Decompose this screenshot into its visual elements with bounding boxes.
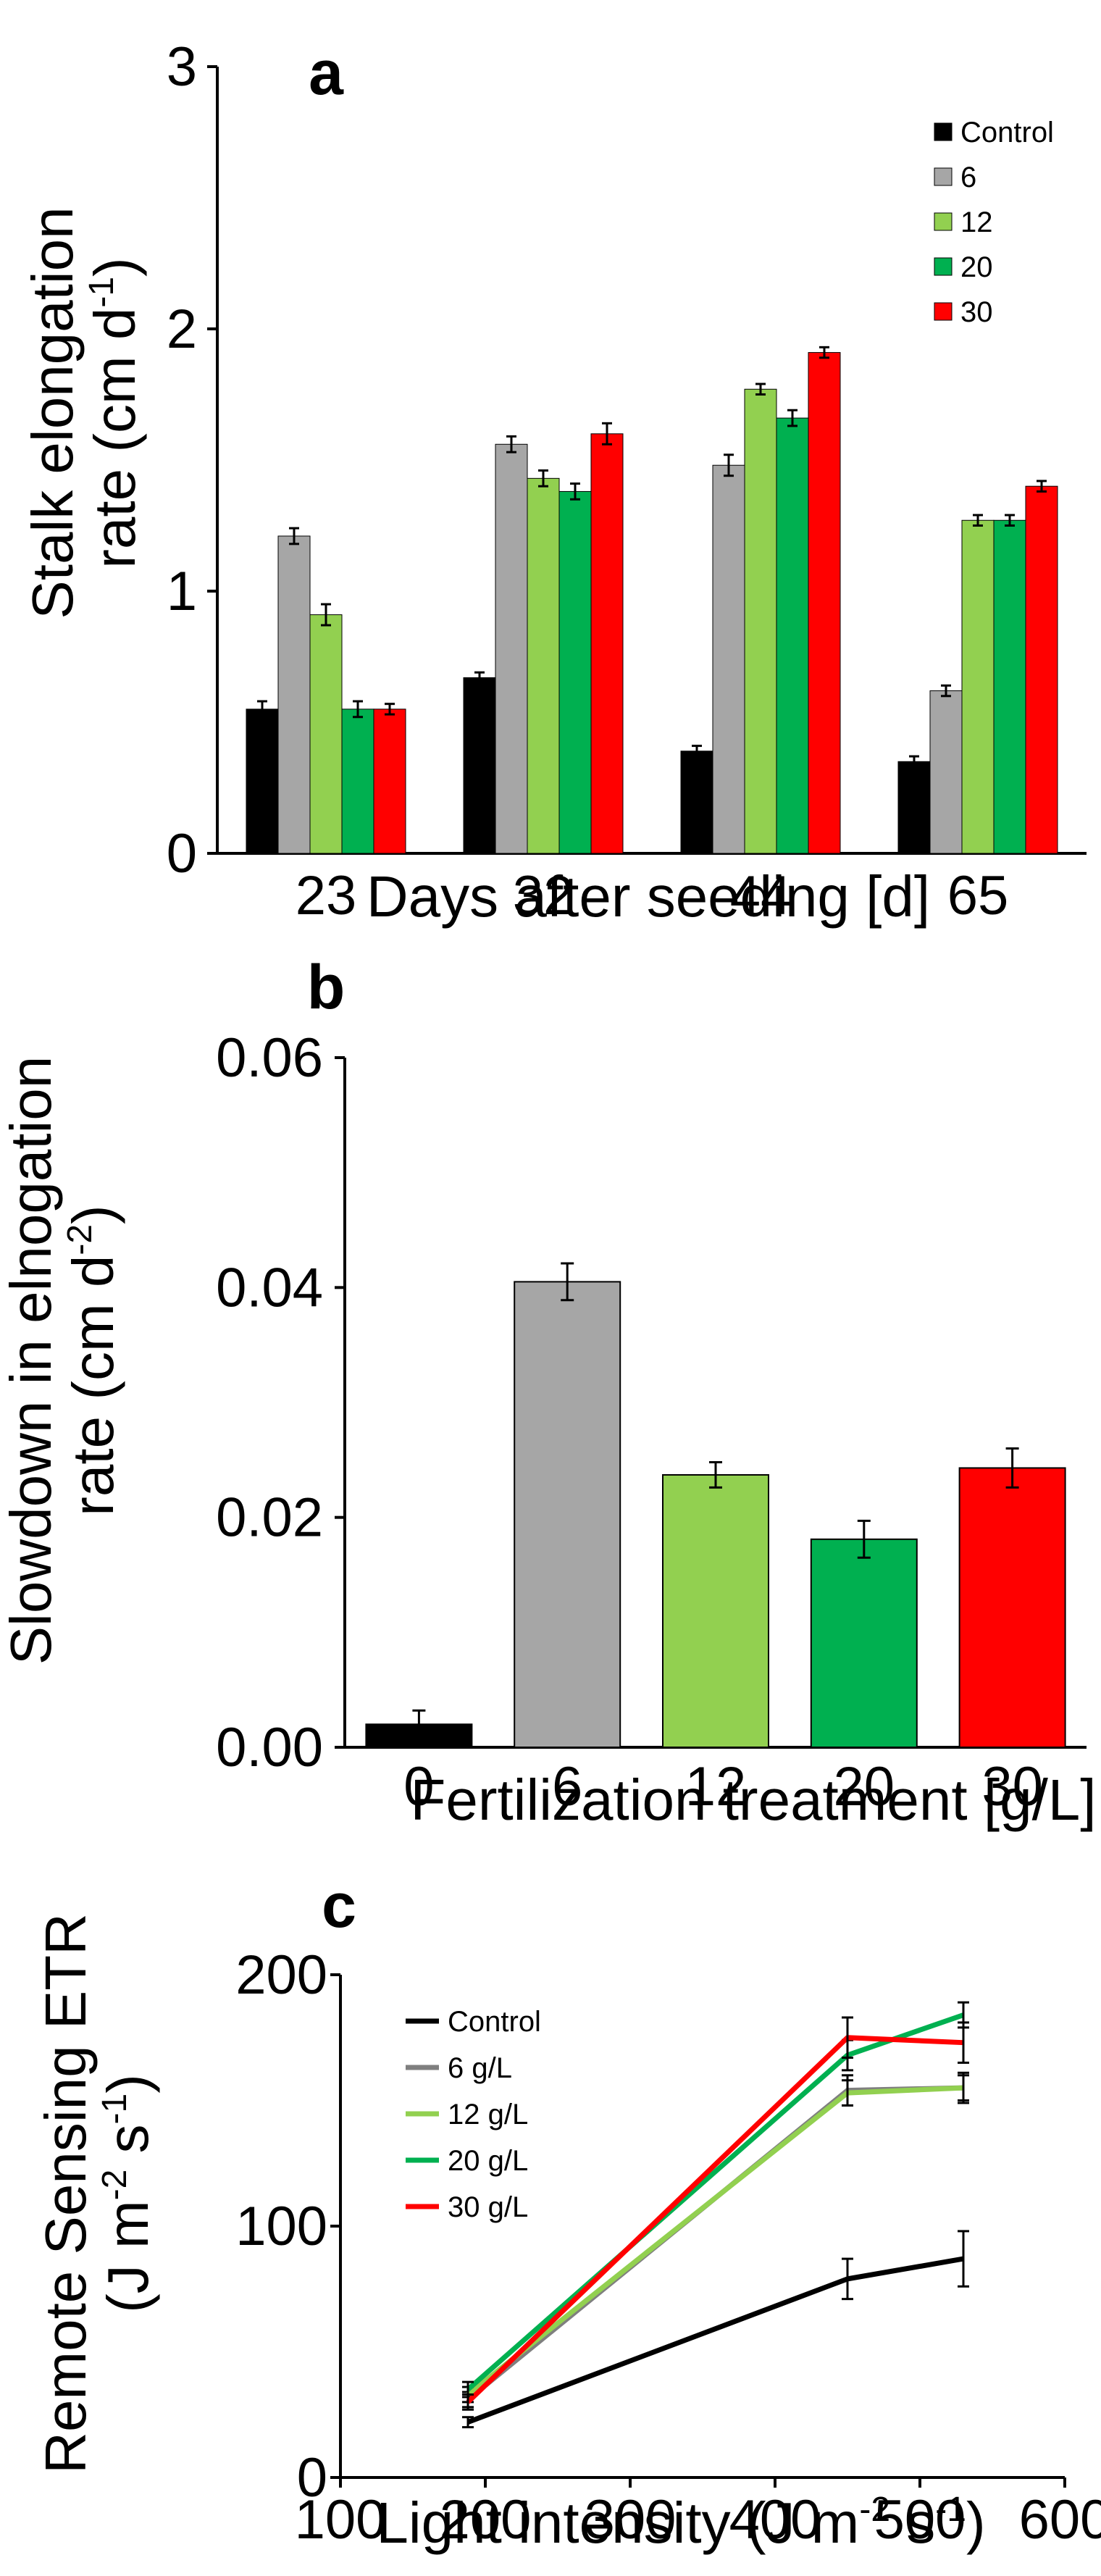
panel-c-plot: [330, 1973, 1066, 2488]
panel-c-series-line: [466, 2085, 964, 2397]
panel-a-bar: [558, 490, 592, 854]
panel-b-x-tick-labels: 0 6 12 20 30: [403, 1756, 1043, 1818]
panel-b-y-tick-label: 0.02: [216, 1487, 323, 1549]
panel-a-y-tick-label: 0: [167, 823, 197, 885]
panel-a-bar: [495, 443, 528, 854]
panel-a-legend-label: 30: [960, 296, 993, 328]
panel-a-bar: [463, 677, 496, 854]
panel-b-y-tick-labels: 0.00 0.02 0.04 0.06: [216, 1027, 323, 1778]
panel-b-bar: [958, 1467, 1066, 1748]
panel-c-x-tick-label: 200: [440, 2489, 532, 2551]
panel-a-bar: [929, 690, 963, 854]
panel-a-bar: [309, 614, 343, 854]
panel-a-bar: [897, 761, 931, 854]
panel-a-bar: [961, 519, 995, 854]
panel-b-y-axis-title-line2: rate (cm d-2): [61, 1205, 125, 1515]
panel-b-x-tick-label: 30: [981, 1756, 1043, 1818]
panel-a-y-tick-label: 3: [167, 36, 197, 98]
panel-a-legend-label: Control: [960, 117, 1054, 149]
panel-a-legend-swatch: [934, 167, 953, 186]
panel-c-y-tick-labels: 0 100 200: [235, 1944, 327, 2509]
panel-a-bar: [808, 352, 841, 854]
panel-c-y-axis-title-line1: Remote Sensing ETR: [33, 1913, 98, 2474]
panel-a-bar: [341, 708, 374, 854]
panel-c-letter: c: [322, 1871, 356, 1941]
panel-a-x-tick-label: 44: [730, 865, 792, 927]
panel-a-x-tick-label: 23: [296, 865, 357, 927]
panel-c-y-axis-title-line2: (J m-2 s-1): [96, 2074, 160, 2313]
panel-a-letter: a: [309, 38, 344, 108]
panel-c-x-tick-label: 600: [1019, 2489, 1101, 2551]
panel-a-legend-label: 6: [960, 162, 976, 193]
panel-b-x-tick-label: 6: [552, 1756, 582, 1818]
panel-a-x-tick-label: 32: [513, 865, 574, 927]
panel-a-legend-swatch: [934, 122, 953, 141]
panel-a-legend-label: 20: [960, 251, 993, 283]
panel-b: b 0.00 0.02 0.04 0.06 0 6 12 20 30 Slowdown in …: [0, 953, 1097, 1832]
panel-b-y-tick-label: 0.04: [216, 1257, 323, 1318]
panel-c-x-tick-label: 300: [585, 2489, 677, 2551]
panel-c-legend-label: 30 g/L: [448, 2191, 528, 2223]
panel-b-bar: [662, 1473, 769, 1748]
panel-b-x-tick-label: 12: [685, 1756, 747, 1818]
panel-a-bar: [373, 708, 406, 854]
panel-c-legend-label: 20 g/L: [448, 2145, 528, 2177]
panel-c-legend-label: 6 g/L: [448, 2052, 512, 2084]
panel-c-x-axis-title: Light intensity (J m-2 s-1): [376, 2491, 985, 2555]
panel-c-y-tick-label: 200: [235, 1944, 327, 2006]
panel-c-legend: Control 6 g/L 12 g/L 20 g/L 30 g/L: [406, 2006, 541, 2223]
panel-b-bar: [514, 1281, 621, 1748]
panel-a-x-tick-labels: 23 32 44 65: [296, 865, 1009, 927]
panel-a-bar: [277, 535, 311, 854]
panel-a-plot: [207, 65, 1087, 855]
panel-b-x-axis-title: Fertilization treatment [g/L]: [410, 1768, 1096, 1832]
panel-b-y-axis-title-line1: Slowdown in elnogation: [0, 1056, 63, 1665]
panel-a-y-tick-label: 1: [167, 561, 197, 622]
panel-a-y-axis-title-line1: Stalk elongation: [20, 206, 85, 619]
panel-a-legend-swatch: [934, 302, 953, 321]
panel-b-y-tick-label: 0.06: [216, 1027, 323, 1089]
panel-a-legend-label: 12: [960, 206, 993, 238]
panel-a-bar: [776, 417, 809, 854]
panel-a-y-axis-title-line2: rate (cm d-1): [83, 257, 147, 568]
panel-b-letter: b: [307, 953, 346, 1022]
panel-c-x-tick-labels: 100 200 300 400 500 600: [295, 2489, 1101, 2551]
panel-a-x-axis-title: Days after seeding [d]: [367, 864, 930, 929]
panel-a-x-tick-label: 65: [947, 865, 1009, 927]
panel-c-x-tick-label: 100: [295, 2489, 387, 2551]
panel-a-bar: [246, 708, 279, 854]
panel-a-bar: [590, 433, 624, 854]
panel-a-bar: [712, 464, 745, 854]
panel-c-x-tick-label: 500: [874, 2489, 966, 2551]
panel-a-legend: Control 6 12 20 30: [934, 117, 1054, 328]
panel-a-bar: [744, 388, 777, 854]
panel-a-legend-swatch: [934, 257, 953, 276]
panel-c-legend-label: Control: [448, 2006, 541, 2038]
panel-a-y-tick-labels: 0 1 2 3: [167, 36, 197, 885]
panel-b-y-tick-label: 0.00: [216, 1717, 323, 1778]
panel-a-bar: [993, 519, 1026, 854]
panel-c-series-line: [466, 2085, 964, 2402]
panel-c-y-tick-label: 100: [235, 2196, 327, 2257]
panel-a-bar: [680, 750, 713, 854]
panel-b-x-tick-label: 0: [403, 1756, 434, 1818]
panel-c-legend-label: 12 g/L: [448, 2099, 528, 2130]
panel-a-bar: [1025, 485, 1058, 854]
panel-b-bar: [810, 1538, 918, 1748]
panel-c-x-tick-label: 400: [729, 2489, 821, 2551]
panel-b-bar: [365, 1723, 473, 1748]
panel-a-y-tick-label: 2: [167, 298, 197, 360]
panel-b-plot: [335, 1056, 1087, 1749]
panel-b-x-tick-label: 20: [834, 1756, 895, 1818]
panel-a-legend-swatch: [934, 212, 953, 231]
panel-a-bar: [527, 477, 560, 854]
panel-c-y-tick-label: 0: [297, 2447, 327, 2509]
